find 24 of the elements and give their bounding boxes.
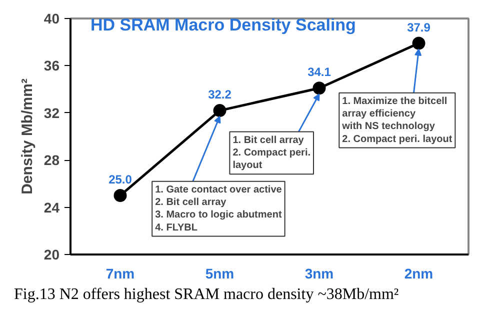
data-label: 34.1 xyxy=(308,65,332,80)
annotation: 1. Bit cell array 2. Compact peri. layout xyxy=(232,134,311,172)
data-label: 32.2 xyxy=(208,88,232,102)
x-tick-label: 2nm xyxy=(404,266,434,282)
caption: Fig.13 N2 offers highest SRAM macro density ~38Mb/mm² xyxy=(14,285,399,305)
chart-title: HD SRAM Macro Density Scaling xyxy=(90,16,356,34)
y-tick-label: 32 xyxy=(44,104,60,121)
x-tick-label: 5nm xyxy=(205,266,234,282)
point xyxy=(412,36,426,50)
y-axis-title: Density Mb/mm² xyxy=(18,78,36,194)
annotation: 1. Maximize the bitcell array efficiency with NS technology 2. Compact peri. layout xyxy=(341,96,453,145)
y-tick-label: 24 xyxy=(44,199,60,216)
y-tick-label: 40 xyxy=(44,10,60,26)
point xyxy=(213,104,226,118)
point xyxy=(312,82,326,95)
y-tick-label: 36 xyxy=(44,58,60,74)
data-label: 25.0 xyxy=(108,172,132,186)
y-tick-label: 20 xyxy=(44,246,60,262)
x-tick-label: 3nm xyxy=(304,266,334,282)
y-tick-label: 28 xyxy=(44,152,60,168)
x-tick-label: 7nm xyxy=(106,266,135,282)
data-label: 37.9 xyxy=(407,20,431,34)
annotation: 1. Gate contact over active 2. Bit cell array 3. Macro to logic abutment 4. FLYBL xyxy=(155,184,282,234)
point xyxy=(114,189,127,202)
